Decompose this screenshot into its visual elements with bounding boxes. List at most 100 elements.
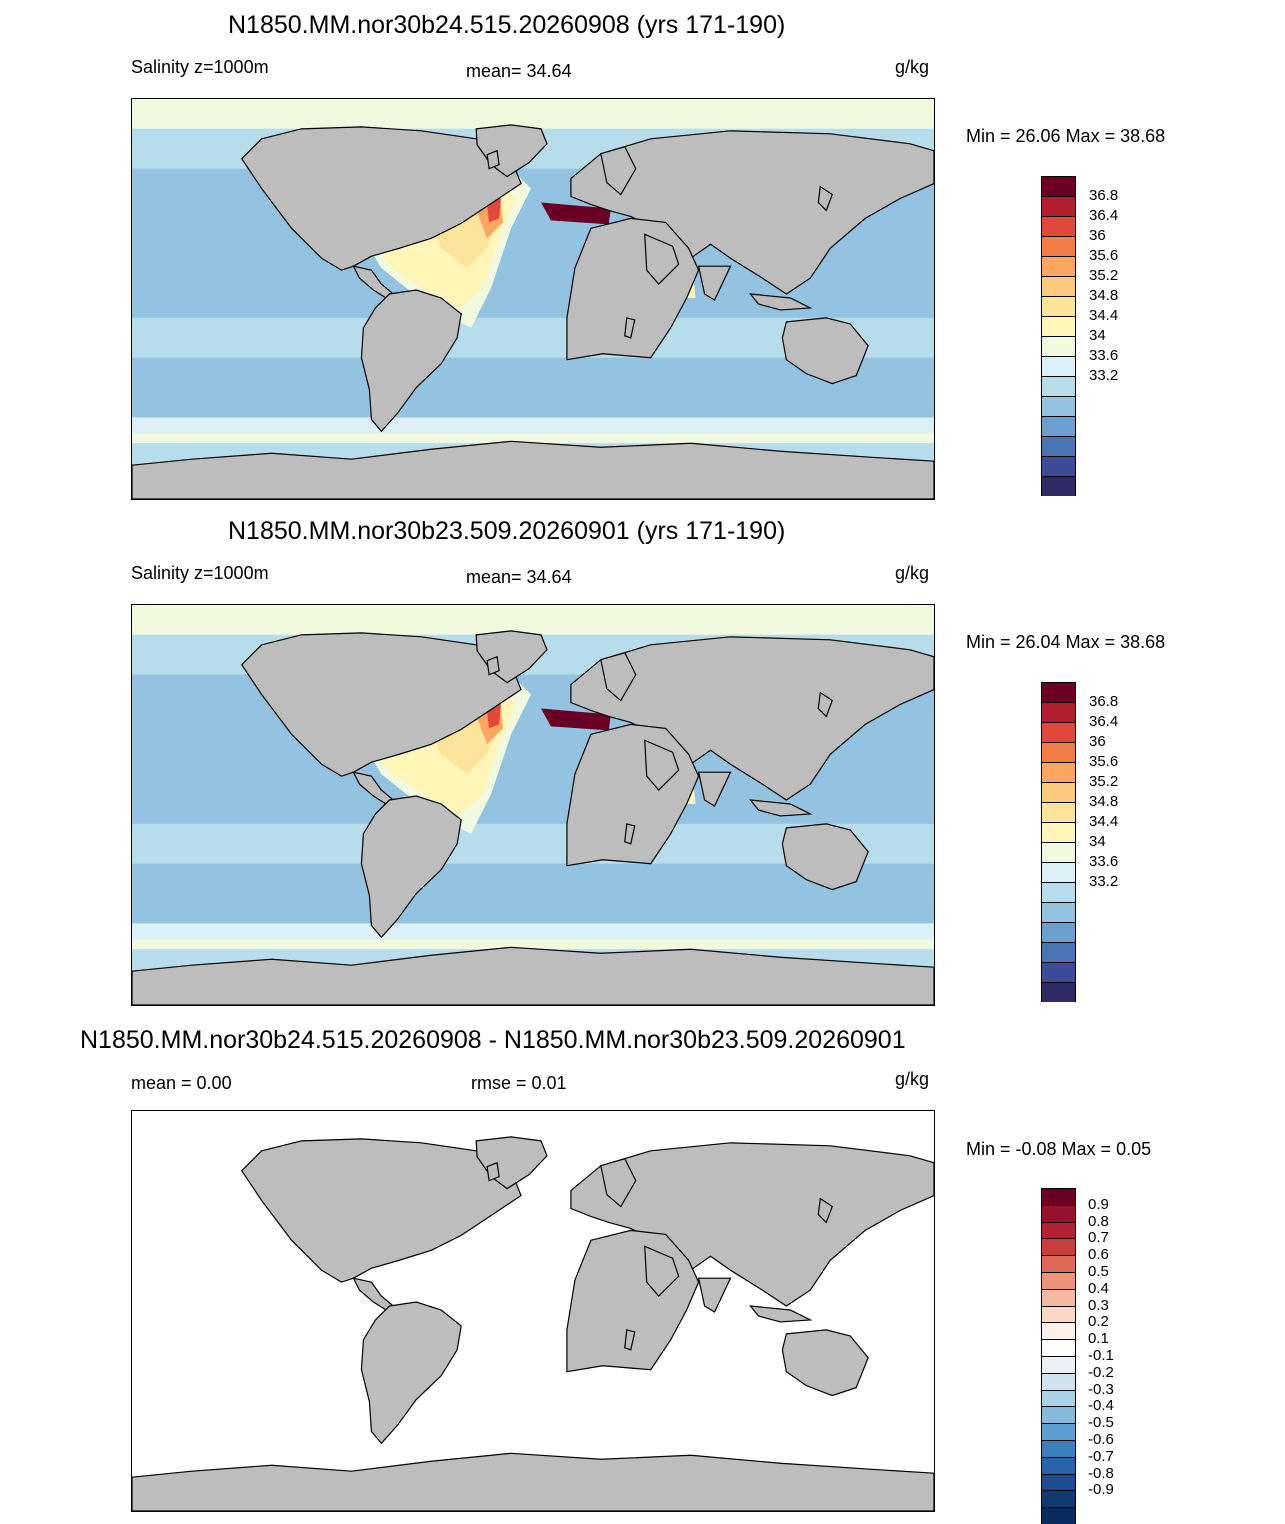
colorbar-swatch <box>1041 722 1076 742</box>
colorbar-tick-label: -0.7 <box>1088 1447 1114 1465</box>
circumpolar-band <box>132 939 934 950</box>
colorbar-swatch <box>1041 982 1076 1002</box>
land-north-america <box>240 632 522 777</box>
panel-1-title: N1850.MM.nor30b24.515.20260908 (yrs 171-… <box>228 11 786 39</box>
panel-1-variable-label: Salinity z=1000m <box>131 57 269 77</box>
colorbar-swatch <box>1041 1255 1076 1272</box>
land-antarctica <box>132 1452 934 1511</box>
colorbar-tick-label: 0.8 <box>1088 1212 1109 1230</box>
panel-2-minmax-label: Min = 26.04 Max = 38.68 <box>966 632 1166 652</box>
colorbar-tick-label: -0.3 <box>1088 1380 1114 1398</box>
land-antarctica <box>132 440 934 499</box>
southern-band-light <box>132 923 934 940</box>
colorbar-swatch <box>1041 702 1076 722</box>
land-eurasia <box>570 1142 934 1307</box>
colorbar-tick-label: 35.2 <box>1089 267 1119 284</box>
circumpolar-band <box>132 433 934 444</box>
colorbar-swatch <box>1041 216 1076 236</box>
colorbar-swatch <box>1041 742 1076 762</box>
colorbar-tick-label: 36.4 <box>1089 713 1119 730</box>
land-japan <box>817 185 833 212</box>
colorbar-swatch <box>1041 1221 1076 1239</box>
colorbar-tick-label: -0.2 <box>1088 1363 1114 1381</box>
land-scandinavia <box>600 146 637 196</box>
land-eurasia <box>570 636 934 801</box>
panel-3-title: N1850.MM.nor30b24.515.20260908 - N1850.M… <box>80 1026 906 1054</box>
colorbar-swatch <box>1041 822 1076 842</box>
panel-3-rmse-label: rmse = 0.01 <box>471 1073 567 1093</box>
panel-1-colorbar: 36.8 36.4 36 35.6 35.2 34.8 34.4 34 33.6 33.2 <box>1041 176 1118 496</box>
land-madagascar <box>624 823 636 845</box>
land-australia <box>781 1329 869 1397</box>
land-eurasia <box>570 130 934 295</box>
arctic-band <box>132 605 934 635</box>
colorbar-swatch <box>1041 1322 1076 1340</box>
land-india <box>697 1277 732 1313</box>
colorbar-tick-label: 34.8 <box>1089 793 1119 810</box>
colorbar-tick-label: -0.5 <box>1088 1414 1114 1432</box>
colorbar-swatch <box>1041 922 1076 942</box>
colorbar-swatch <box>1041 1389 1076 1407</box>
colorbar-swatch <box>1041 682 1076 702</box>
colorbar-tick-label: 33.6 <box>1089 853 1119 870</box>
colorbar-swatch <box>1041 962 1076 982</box>
land-japan <box>817 1197 833 1224</box>
colorbar-swatch <box>1041 416 1076 436</box>
colorbar-swatch <box>1041 356 1076 376</box>
land-arabia <box>644 233 680 285</box>
colorbar-swatch <box>1041 376 1076 396</box>
panel-2-map <box>131 604 935 1006</box>
panel-1-mean-label: mean= 34.64 <box>466 61 572 81</box>
colorbar-tick-label: 34 <box>1089 833 1106 850</box>
colorbar-swatch <box>1041 882 1076 902</box>
panel-3-units-label: g/kg <box>895 1069 930 1089</box>
colorbar-swatch <box>1041 902 1076 922</box>
land-australia <box>781 317 869 385</box>
colorbar-tick-label: -0.9 <box>1088 1481 1114 1499</box>
colorbar-tick-label: 0.4 <box>1088 1279 1109 1297</box>
land-madagascar <box>624 1329 636 1351</box>
colorbar-swatch <box>1041 436 1076 456</box>
colorbar-swatch <box>1041 296 1076 316</box>
colorbar-swatch <box>1041 276 1076 296</box>
land-south-america <box>360 289 462 433</box>
colorbar-swatch <box>1041 862 1076 882</box>
colorbar-swatch <box>1041 942 1076 962</box>
colorbar-swatch <box>1041 1423 1076 1440</box>
panel-2-mean-label: mean= 34.64 <box>466 567 572 587</box>
colorbar-tick-label: 35.6 <box>1089 753 1119 770</box>
colorbar-tick-label: 33.6 <box>1089 347 1119 364</box>
colorbar-tick-label: 0.7 <box>1088 1229 1109 1247</box>
colorbar-swatch <box>1041 802 1076 822</box>
land-india <box>697 771 732 807</box>
colorbar-swatch <box>1041 1355 1076 1373</box>
southern-band-light <box>132 417 934 434</box>
land-india <box>697 265 732 301</box>
colorbar-swatch <box>1041 1372 1076 1390</box>
colorbar-swatch <box>1041 1305 1076 1323</box>
colorbar-swatch <box>1041 1456 1076 1474</box>
panel-1-minmax-label: Min = 26.06 Max = 38.68 <box>966 126 1166 146</box>
colorbar-swatch <box>1041 1288 1076 1306</box>
colorbar-tick-label: -0.1 <box>1088 1347 1114 1364</box>
land-australia <box>781 823 869 891</box>
colorbar-tick-label: 33.2 <box>1089 367 1119 384</box>
panel-3-colorbar: 0.9 0.8 0.7 0.6 0.5 0.4 0.3 0.2 0.1 -0.1 -0.2 -0.3-… <box>1041 1188 1114 1524</box>
land-arabia <box>644 739 680 791</box>
arctic-band <box>132 99 934 129</box>
land-north-america <box>240 126 522 271</box>
colorbar-tick-label: 0.6 <box>1088 1246 1109 1264</box>
colorbar-swatch <box>1041 316 1076 336</box>
land-uk <box>486 149 500 170</box>
world-map-svg <box>132 1111 934 1511</box>
colorbar-swatch <box>1041 1238 1076 1256</box>
panel-2-units-label: g/kg <box>895 563 930 583</box>
colorbar-swatch <box>1041 176 1076 196</box>
colorbar-tick-label: 35.2 <box>1089 773 1119 790</box>
colorbar-swatch <box>1041 476 1076 496</box>
land-indonesia <box>749 1305 813 1323</box>
colorbar-tick-label: -0.8 <box>1088 1464 1114 1482</box>
land-indonesia <box>749 293 813 311</box>
panel-3-map <box>131 1110 935 1512</box>
mediterranean-sea <box>540 202 611 225</box>
